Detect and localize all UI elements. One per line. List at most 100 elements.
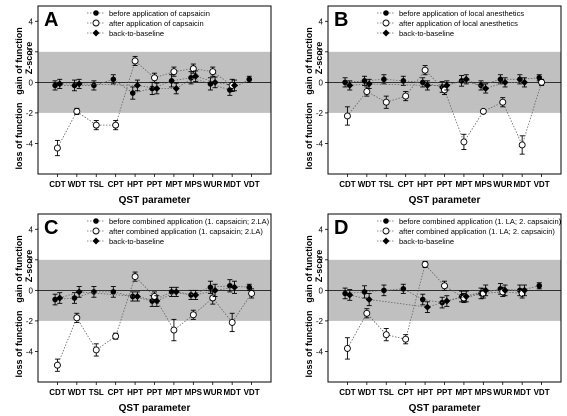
y-label-gain: gain of function: [14, 235, 24, 303]
x-tick-label-cpt: CPT: [108, 180, 124, 189]
data-point-tsl: [91, 289, 97, 295]
legend-entry: after application of local anesthetics: [399, 19, 518, 28]
data-point-hpt: [423, 81, 431, 89]
data-point-hpt: [419, 79, 426, 86]
data-point-wdt: [73, 107, 81, 115]
data-point-wdt: [75, 288, 83, 296]
panel-letter: B: [334, 9, 348, 31]
y-tick-label: 0: [29, 286, 34, 295]
x-tick-label-wdt: WDT: [358, 180, 376, 189]
x-tick-label-mps: MPS: [185, 388, 203, 397]
data-point-ppt: [441, 282, 448, 290]
y-tick-label: 2: [319, 256, 324, 265]
data-point-tsl: [381, 76, 387, 83]
data-point-cdt: [342, 79, 348, 86]
series-filled-diamond: [346, 284, 528, 313]
data-point-hpt: [129, 90, 136, 96]
data-point-ppt: [153, 297, 161, 305]
legend-marker: [92, 237, 100, 245]
y-tick-label: 2: [29, 256, 34, 265]
panel-letter: D: [334, 217, 348, 239]
data-point-cdt: [53, 144, 61, 152]
y-tick-label: -4: [26, 347, 34, 356]
data-point-cdt: [56, 80, 64, 88]
y-tick-label: -2: [316, 317, 324, 326]
data-point-wur: [497, 76, 504, 83]
data-point-tsl: [382, 98, 390, 106]
legend-entry: before application of capsaicin: [109, 9, 210, 18]
legend-marker: [92, 29, 100, 37]
legend-entry: before combined application (1. capsaici…: [109, 217, 270, 226]
series-filled-diamond: [56, 280, 238, 307]
data-point-cpt: [110, 76, 117, 83]
data-point-wdt: [365, 296, 373, 304]
x-tick-label-mdt: MDT: [224, 388, 241, 397]
x-tick-label-hpt: HPT: [127, 180, 143, 189]
data-point-mps: [482, 286, 490, 294]
panel-B: -4 -2 0 2 4 CDT WDT TSL CPT HPT PPT MPT MPS WUR MDT VDT…: [304, 5, 562, 206]
data-point-wdt: [363, 309, 371, 317]
series-line: [57, 275, 252, 366]
data-point-cpt: [402, 92, 410, 100]
legend-marker: [382, 227, 390, 235]
x-tick-label-tsl: TSL: [379, 388, 394, 397]
y-label-loss: loss of function: [304, 311, 314, 378]
data-point-ppt: [151, 74, 158, 82]
x-axis-label: QST parameter: [409, 403, 481, 414]
data-point-hpt: [133, 81, 141, 89]
y-tick-label: 0: [319, 286, 324, 295]
data-point-mpt: [462, 75, 470, 83]
x-tick-label-wur: WUR: [493, 180, 512, 189]
data-point-wdt: [71, 295, 78, 301]
y-label-loss: loss of function: [14, 103, 24, 170]
x-tick-label-mps: MPS: [475, 180, 493, 189]
data-point-cpt: [402, 335, 410, 343]
series-line: [349, 289, 525, 308]
panel-A: -4 -2 0 2 4 CDT WDT TSL CPT HPT PPT MPT MPS WUR MDT VDT…: [14, 5, 272, 206]
panel-C: -4 -2 0 2 4 CDT WDT TSL CPT HPT PPT MPT MPS WUR MDT VDT…: [14, 213, 272, 414]
data-point-tsl: [381, 287, 387, 294]
series-open-circle: [343, 65, 546, 155]
data-point-mdt: [520, 78, 528, 86]
legend-entry: back-to-baseline: [109, 29, 164, 38]
data-point-mps: [189, 65, 197, 73]
data-point-tsl: [92, 121, 100, 129]
panel-letter: A: [44, 9, 58, 31]
y-tick-label: -4: [26, 139, 34, 148]
legend-marker: [382, 29, 390, 37]
data-point-ppt: [153, 84, 161, 92]
legend-marker: [93, 10, 99, 16]
series-open-circle: [53, 271, 256, 372]
x-tick-label-ppt: PPT: [437, 180, 453, 189]
data-point-wur: [501, 286, 509, 294]
data-point-cpt: [400, 286, 407, 292]
y-tick-label: -4: [316, 139, 324, 148]
data-point-cpt: [110, 289, 117, 295]
data-point-mdt: [520, 286, 528, 294]
y-label-loss: loss of function: [304, 103, 314, 170]
legend-marker: [93, 218, 99, 224]
x-tick-label-mps: MPS: [475, 388, 493, 397]
data-point-wur: [211, 286, 219, 294]
x-tick-label-ppt: PPT: [437, 388, 453, 397]
data-point-mpt: [170, 326, 178, 334]
data-point-mpt: [172, 84, 180, 92]
x-tick-label-cdt: CDT: [339, 180, 356, 189]
x-tick-label-cpt: CPT: [398, 180, 414, 189]
x-tick-label-wdt: WDT: [68, 388, 86, 397]
x-tick-label-mpt: MPT: [165, 180, 182, 189]
x-axis-label: QST parameter: [409, 195, 481, 206]
x-tick-label-wur: WUR: [493, 388, 512, 397]
data-point-mps: [189, 311, 197, 319]
legend-marker: [383, 10, 389, 16]
data-point-mps: [192, 291, 200, 299]
y-tick-label: 2: [319, 48, 324, 57]
x-tick-label-vdt: VDT: [534, 388, 550, 397]
x-tick-label-cdt: CDT: [339, 388, 356, 397]
y-label-main: Z-score: [24, 42, 34, 75]
x-tick-label-hpt: HPT: [417, 388, 433, 397]
data-point-mps: [188, 292, 194, 298]
legend-marker: [92, 227, 100, 235]
x-axis-label: QST parameter: [119, 195, 191, 206]
